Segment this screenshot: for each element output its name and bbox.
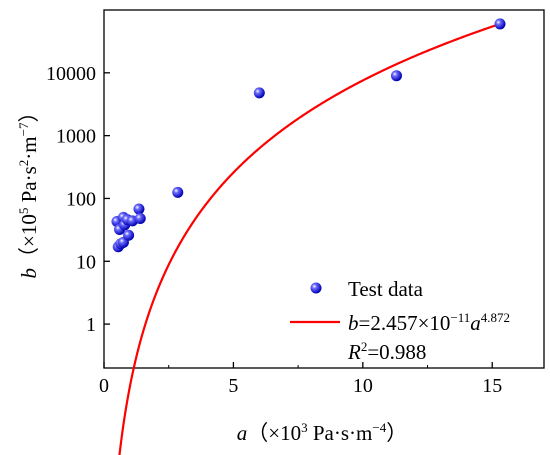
fit-curve xyxy=(118,22,501,455)
y-tick-label: 1 xyxy=(86,314,96,336)
data-point xyxy=(133,203,145,215)
legend-label-test-data: Test data xyxy=(348,277,424,301)
x-axis-label: a（×103 Pa·s·m−4） xyxy=(237,420,407,445)
legend xyxy=(290,282,340,324)
data-point xyxy=(172,186,184,198)
y-tick-label: 1000 xyxy=(56,126,96,148)
data-point xyxy=(494,18,506,30)
plot-frame xyxy=(103,9,545,369)
legend-label-fit: b=2.457×10−11a4.872 xyxy=(348,310,510,335)
data-point xyxy=(123,229,135,241)
data-point xyxy=(253,87,265,99)
data-point xyxy=(134,212,146,224)
y-axis-label: b（×105 Pa·s2·m−7） xyxy=(16,102,41,279)
x-tick-label: 15 xyxy=(482,375,502,397)
data-point xyxy=(390,70,402,82)
fit-curve-group xyxy=(118,22,501,455)
x-tick-label: 0 xyxy=(99,375,109,397)
x-tick-label: 5 xyxy=(228,375,238,397)
y-tick-label: 100 xyxy=(66,188,96,210)
axes xyxy=(103,9,545,369)
y-tick-label: 10000 xyxy=(46,63,96,85)
x-tick-label: 10 xyxy=(353,375,373,397)
r-squared-annotation: R2=0.988 xyxy=(347,339,426,364)
legend-marker-test-data xyxy=(310,282,322,294)
data-points xyxy=(111,18,506,253)
y-tick-label: 10 xyxy=(76,251,96,273)
ticks: 0 5 10 15 1 10 100 1000 10000 xyxy=(46,63,502,397)
